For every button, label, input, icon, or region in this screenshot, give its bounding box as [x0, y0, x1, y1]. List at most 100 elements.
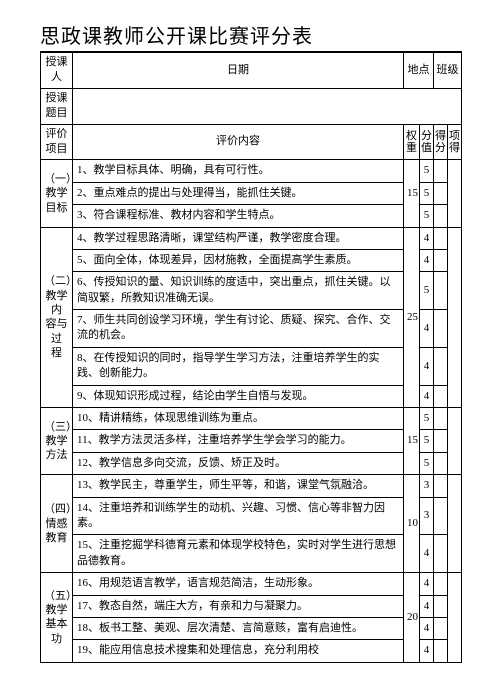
get-cell [434, 535, 448, 573]
score-cell: 5 [420, 452, 434, 474]
score-cell: 4 [420, 310, 434, 348]
place-label: 地点 [404, 53, 434, 89]
header-row-1: 授课人 日期 地点 班级 [41, 53, 462, 89]
get-label: 得分 [434, 124, 448, 160]
score-cell: 4 [420, 617, 434, 639]
score-cell: 5 [420, 430, 434, 452]
class-label: 班级 [434, 53, 462, 89]
get-cell [434, 595, 448, 617]
table-row: （四）情感教育13、教学民主，尊重学生，师生平等，和谐，课堂气氛融洽。103 [41, 475, 462, 497]
get-cell [434, 497, 448, 535]
score-cell: 3 [420, 475, 434, 497]
weight-cell: 15 [404, 160, 420, 227]
header-row-2: 授课题目 [41, 88, 462, 124]
get-cell [434, 385, 448, 407]
content-cell: 13、教学民主，尊重学生，师生平等，和谐，课堂气氛融洽。 [73, 475, 404, 497]
get-cell [434, 617, 448, 639]
topic-label: 授课题目 [41, 88, 73, 124]
content-cell: 10、精讲精练，体现思维训练为重点。 [73, 408, 404, 430]
get-cell [434, 205, 448, 227]
category-cell: （四）情感教育 [41, 475, 73, 573]
score-cell: 3 [420, 497, 434, 535]
table-row: 12、教学信息多向交流，反馈、矫正及时。 5 [41, 452, 462, 474]
content-cell: 14、注重培养和训练学生的动机、兴趣、习惯、信心等非智力因素。 [73, 497, 404, 535]
table-row: 11、教学方法灵活多样，注重培养学生学会学习的能力。 5 [41, 430, 462, 452]
category-cell: （三）教学方法 [41, 408, 73, 475]
header-row-3: 评价项目 评价内容 权重 分值 得分 项得 [41, 124, 462, 160]
score-cell: 5 [420, 408, 434, 430]
table-row: 14、注重培养和训练学生的动机、兴趣、习惯、信心等非智力因素。 3 [41, 497, 462, 535]
score-cell: 5 [420, 160, 434, 182]
content-cell: 5、面向全体，体现差异，因材施教，全面提高学生素质。 [73, 249, 404, 271]
score-cell: 4 [420, 347, 434, 385]
get-cell [434, 573, 448, 595]
table-row: 9、体现知识形成过程，结论由学生自悟与发现。 4 [41, 385, 462, 407]
score-cell: 4 [420, 595, 434, 617]
content-cell: 9、体现知识形成过程，结论由学生自悟与发现。 [73, 385, 404, 407]
weight-label: 权重 [404, 124, 420, 160]
content-cell: 11、教学方法灵活多样，注重培养学生学会学习的能力。 [73, 430, 404, 452]
eval-item-label: 评价项目 [41, 124, 73, 160]
get-cell [434, 408, 448, 430]
content-cell: 12、教学信息多向交流，反馈、矫正及时。 [73, 452, 404, 474]
content-cell: 2、重点难点的提出与处理得当，能抓住关键。 [73, 182, 404, 204]
score-cell: 4 [420, 640, 434, 662]
get-cell [434, 430, 448, 452]
content-cell: 4、教学过程思路清晰，课堂结构严谨，教学密度合理。 [73, 227, 404, 249]
content-cell: 1、教学目标具体、明确，具有可行性。 [73, 160, 404, 182]
eval-table: 授课人 日期 地点 班级 授课题目 评价项目 评价内容 权重 分值 得分 项得 … [40, 52, 462, 663]
weight-cell: 25 [404, 227, 420, 408]
table-row: 3、符合课程标准、教材内容和学生特点。5 [41, 205, 462, 227]
score-cell: 4 [420, 227, 434, 249]
item-cell [448, 160, 462, 227]
item-cell [448, 408, 462, 475]
item-label: 项得 [448, 124, 462, 160]
table-row: 2、重点难点的提出与处理得当，能抓住关键。 5 [41, 182, 462, 204]
get-cell [434, 475, 448, 497]
content-cell: 19、能应用信息技术搜集和处理信息，充分利用校 [73, 640, 404, 662]
table-row: （一）教学目标1、教学目标具体、明确，具有可行性。155 [41, 160, 462, 182]
table-row: （三）教学方法10、精讲精练，体现思维训练为重点。155 [41, 408, 462, 430]
content-cell: 7、师生共同创设学习环境，学生有讨论、质疑、探究、合作、交流的机会。 [73, 310, 404, 348]
content-cell: 6、传授知识的量、知识训练的度适中，突出重点，抓住关键。以简驭繁，所教知识准确无… [73, 272, 404, 310]
table-row: 6、传授知识的量、知识训练的度适中，突出重点，抓住关键。以简驭繁，所教知识准确无… [41, 272, 462, 310]
get-cell [434, 272, 448, 310]
content-cell: 16、用规范语言教学，语言规范简洁，生动形象。 [73, 573, 404, 595]
table-row: 8、在传授知识的同时，指导学生学习方法，注重培养学生的实践、创新能力。 4 [41, 347, 462, 385]
get-cell [434, 452, 448, 474]
date-label: 日期 [73, 53, 404, 89]
get-cell [434, 160, 448, 182]
content-cell: 18、板书工整、美观、层次清楚、言简意赅，富有启迪性。 [73, 617, 404, 639]
item-cell [448, 475, 462, 573]
get-cell [434, 182, 448, 204]
category-cell: （二）教学内容与过程 [41, 227, 73, 408]
score-cell: 5 [420, 182, 434, 204]
get-cell [434, 640, 448, 662]
table-row: 15、注重挖掘学科德育元素和体现学校特色，实时对学生进行思想品德教育。 4 [41, 535, 462, 573]
score-cell: 4 [420, 249, 434, 271]
eval-content-label: 评价内容 [73, 124, 404, 160]
content-cell: 8、在传授知识的同时，指导学生学习方法，注重培养学生的实践、创新能力。 [73, 347, 404, 385]
score-label: 分值 [420, 124, 434, 160]
table-row: （二）教学内容与过程4、教学过程思路清晰，课堂结构严谨，教学密度合理。254 [41, 227, 462, 249]
table-row: 19、能应用信息技术搜集和处理信息，充分利用校 4 [41, 640, 462, 662]
table-row: 7、师生共同创设学习环境，学生有讨论、质疑、探究、合作、交流的机会。 4 [41, 310, 462, 348]
get-cell [434, 347, 448, 385]
content-cell: 17、教态自然，端庄大方，有亲和力与凝聚力。 [73, 595, 404, 617]
get-cell [434, 249, 448, 271]
weight-cell: 10 [404, 475, 420, 573]
table-row: 18、板书工整、美观、层次清楚、言简意赅，富有启迪性。 4 [41, 617, 462, 639]
content-cell: 15、注重挖掘学科德育元素和体现学校特色，实时对学生进行思想品德教育。 [73, 535, 404, 573]
score-cell: 5 [420, 272, 434, 310]
score-cell: 4 [420, 535, 434, 573]
page-title: 思政课教师公开课比赛评分表 [40, 20, 462, 52]
topic-value [73, 88, 462, 124]
get-cell [434, 227, 448, 249]
item-cell [448, 227, 462, 408]
teacher-label: 授课人 [41, 53, 73, 89]
content-cell: 3、符合课程标准、教材内容和学生特点。 [73, 205, 404, 227]
score-cell: 4 [420, 573, 434, 595]
score-cell: 4 [420, 385, 434, 407]
category-cell: （一）教学目标 [41, 160, 73, 227]
weight-cell: 15 [404, 408, 420, 475]
